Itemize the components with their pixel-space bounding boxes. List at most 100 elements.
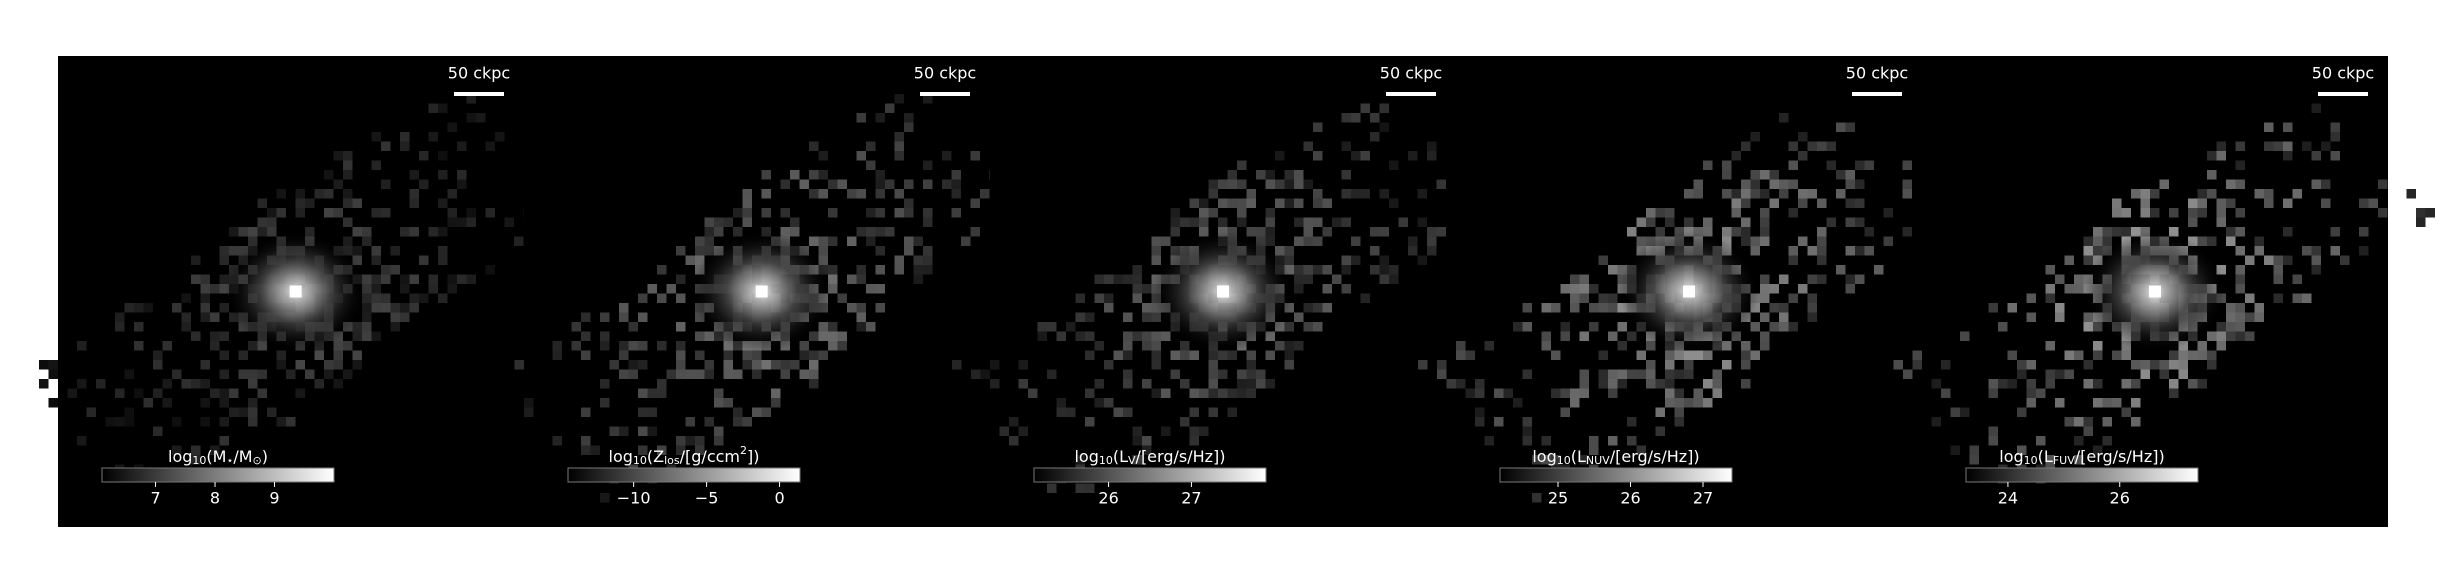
pixel <box>1436 227 1446 237</box>
pixel <box>1788 179 1798 189</box>
pixel <box>1570 303 1580 313</box>
pixel <box>2026 379 2036 389</box>
pixel <box>638 360 648 370</box>
pixel <box>2235 322 2245 332</box>
pixel <box>1589 445 1599 455</box>
pixel <box>1456 341 1466 351</box>
core-pixel <box>1217 285 1229 298</box>
pixel <box>685 369 695 379</box>
pixel <box>248 236 258 246</box>
pixel <box>1703 350 1713 360</box>
colorbar-tick-label: 27 <box>1181 489 1201 508</box>
pixel <box>1094 398 1104 408</box>
pixel <box>1009 417 1019 427</box>
pixel <box>1094 293 1104 303</box>
label-part: 10 <box>1557 454 1571 467</box>
pixel <box>1760 189 1770 199</box>
label-part: ]) <box>747 447 759 466</box>
pixel <box>2093 398 2103 408</box>
pixel <box>1893 360 1903 370</box>
pixel <box>248 227 258 237</box>
pixel <box>1284 246 1294 256</box>
pixel <box>1807 189 1817 199</box>
pixel <box>305 369 315 379</box>
pixel <box>2197 341 2207 351</box>
pixel <box>1275 246 1285 256</box>
pixel <box>799 350 809 360</box>
pixel <box>1836 122 1846 132</box>
pixel <box>1018 379 1028 389</box>
pixel <box>2330 151 2340 161</box>
pixel <box>1170 350 1180 360</box>
pixel <box>1294 170 1304 180</box>
pixel <box>2378 208 2388 218</box>
pixel <box>324 170 334 180</box>
pixel <box>1902 227 1912 237</box>
pixel <box>1570 274 1580 284</box>
pixel <box>333 151 343 161</box>
pixel <box>2264 255 2274 265</box>
pixel <box>723 217 733 227</box>
pixel <box>676 274 686 284</box>
pixel <box>2359 246 2369 256</box>
pixel <box>343 170 353 180</box>
pixel <box>1246 227 1256 237</box>
pixel <box>371 303 381 313</box>
pixel <box>695 236 705 246</box>
pixel <box>923 94 933 104</box>
pixel <box>1589 303 1599 313</box>
pixel <box>1417 255 1427 265</box>
pixel <box>1579 379 1589 389</box>
pixel <box>1655 208 1665 218</box>
pixel <box>219 303 229 313</box>
pixel <box>1636 369 1646 379</box>
pixel <box>362 227 372 237</box>
pixel <box>704 417 714 427</box>
pixel <box>2150 360 2160 370</box>
pixel <box>1360 151 1370 161</box>
pixel <box>2235 179 2245 189</box>
pixel <box>1379 227 1389 237</box>
pixel <box>2216 208 2226 218</box>
pixel <box>314 189 324 199</box>
pixel <box>362 312 372 322</box>
colorbar-tick-label: 26 <box>1620 489 1640 508</box>
pixel <box>191 445 201 455</box>
pixel <box>723 398 733 408</box>
pixel <box>1208 189 1218 199</box>
pixel <box>2207 350 2217 360</box>
pixel <box>257 198 267 208</box>
pixel <box>2055 369 2065 379</box>
pixel <box>210 331 220 341</box>
pixel <box>761 360 771 370</box>
pixel <box>2007 303 2017 313</box>
pixel <box>153 350 163 360</box>
pixel <box>676 322 686 332</box>
pixel <box>799 179 809 189</box>
pixel <box>714 227 724 237</box>
pixel <box>466 113 476 123</box>
pixel <box>990 360 1000 370</box>
pixel <box>1256 379 1266 389</box>
pixel <box>1731 189 1741 199</box>
pixel <box>780 360 790 370</box>
pixel <box>181 293 191 303</box>
pixel <box>1284 350 1294 360</box>
pixel <box>1142 445 1152 455</box>
label-part: (Z <box>647 447 664 466</box>
pixel <box>2254 312 2264 322</box>
pixel <box>1731 227 1741 237</box>
pixel <box>400 284 410 294</box>
scalebar-label: 50 ckpc <box>1380 64 1442 83</box>
pixel <box>1817 274 1827 284</box>
pixel <box>1322 265 1332 275</box>
pixel <box>1731 208 1741 218</box>
pixel <box>1522 303 1532 313</box>
pixel <box>400 312 410 322</box>
pixel <box>1389 265 1399 275</box>
pixel <box>1161 426 1171 436</box>
pixel <box>1351 255 1361 265</box>
pixel <box>942 179 952 189</box>
pixel <box>1341 141 1351 151</box>
pixel <box>818 151 828 161</box>
